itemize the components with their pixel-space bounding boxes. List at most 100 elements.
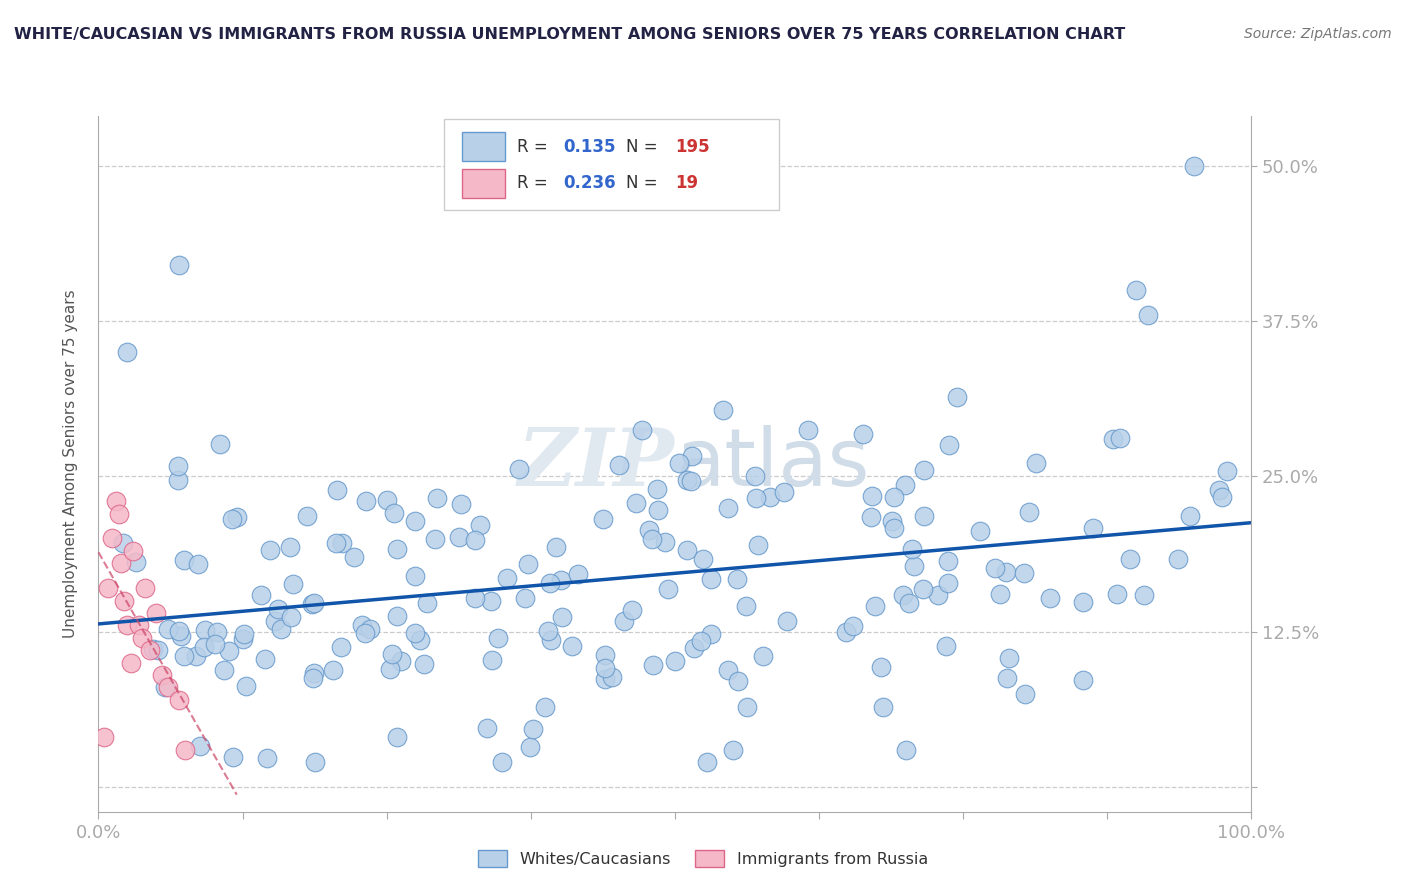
Point — [120, 656, 142, 670]
Point — [700, 626, 723, 640]
Point — [654, 535, 676, 549]
Point — [167, 474, 190, 488]
Point — [301, 597, 323, 611]
Point — [193, 623, 215, 637]
Point — [690, 634, 713, 648]
FancyBboxPatch shape — [461, 132, 505, 161]
Point — [404, 568, 426, 582]
Text: 0.135: 0.135 — [562, 137, 616, 155]
Point — [638, 523, 661, 537]
Point — [852, 427, 875, 442]
Point — [464, 591, 486, 606]
Point — [464, 533, 486, 548]
Text: N =: N = — [627, 175, 664, 193]
Point — [641, 657, 664, 672]
Point — [735, 599, 758, 613]
Point — [988, 586, 1011, 600]
Point — [725, 572, 748, 586]
Text: ZIP: ZIP — [517, 425, 675, 502]
Point — [218, 644, 240, 658]
Point — [752, 649, 775, 664]
Point — [1083, 521, 1105, 535]
Point — [1018, 506, 1040, 520]
Point — [481, 653, 503, 667]
Point — [267, 602, 290, 616]
Point — [682, 449, 704, 463]
Point — [721, 742, 744, 756]
Point — [870, 660, 893, 674]
Point — [270, 622, 292, 636]
Point — [479, 593, 502, 607]
Point — [717, 663, 740, 677]
Point — [416, 596, 439, 610]
Point — [645, 482, 668, 496]
Point — [561, 640, 583, 654]
Point — [515, 591, 537, 605]
Point — [382, 507, 405, 521]
Point — [122, 543, 145, 558]
Point — [537, 624, 560, 638]
Point — [232, 626, 254, 640]
Point — [759, 490, 782, 504]
Point — [1133, 588, 1156, 602]
Point — [595, 661, 617, 675]
FancyBboxPatch shape — [461, 169, 505, 198]
Point — [330, 535, 353, 549]
Point — [891, 588, 914, 602]
Point — [354, 626, 377, 640]
Point — [302, 671, 325, 685]
Point — [550, 574, 572, 588]
Point — [167, 693, 190, 707]
Point — [522, 723, 544, 737]
Point — [995, 671, 1018, 685]
Point — [883, 490, 905, 504]
Point — [551, 610, 574, 624]
Point — [325, 535, 347, 549]
Point — [1107, 587, 1129, 601]
Point — [387, 730, 409, 744]
Point — [1012, 566, 1035, 580]
Point — [912, 582, 935, 596]
Point — [253, 651, 276, 665]
Point — [356, 494, 378, 508]
Point — [860, 489, 883, 503]
Point — [156, 681, 179, 695]
Point — [894, 478, 917, 492]
Point — [404, 626, 426, 640]
Point — [609, 458, 631, 472]
Point — [1136, 308, 1159, 322]
Point — [322, 663, 344, 677]
Point — [936, 576, 959, 591]
Point — [409, 632, 432, 647]
Point — [538, 576, 561, 591]
Point — [775, 614, 797, 628]
Point — [193, 640, 215, 655]
Point — [111, 536, 134, 550]
Point — [624, 496, 647, 510]
Point — [1014, 687, 1036, 701]
Point — [912, 463, 935, 477]
Point — [117, 618, 139, 632]
Point — [668, 456, 690, 470]
Text: 0.236: 0.236 — [562, 175, 616, 193]
Point — [1178, 508, 1201, 523]
Point — [613, 614, 636, 628]
Point — [1102, 432, 1125, 446]
Point — [1216, 464, 1239, 478]
Text: Source: ZipAtlas.com: Source: ZipAtlas.com — [1244, 27, 1392, 41]
Point — [329, 640, 352, 655]
Point — [449, 530, 471, 544]
Point — [540, 632, 562, 647]
Point — [945, 390, 967, 404]
Point — [664, 654, 686, 668]
Point — [167, 624, 190, 639]
Point — [657, 582, 679, 596]
Point — [167, 258, 190, 272]
Point — [222, 750, 245, 764]
Point — [207, 624, 229, 639]
Point — [682, 640, 704, 655]
Point — [737, 700, 759, 714]
Point — [773, 484, 796, 499]
Point — [676, 542, 699, 557]
Point — [1211, 490, 1233, 504]
